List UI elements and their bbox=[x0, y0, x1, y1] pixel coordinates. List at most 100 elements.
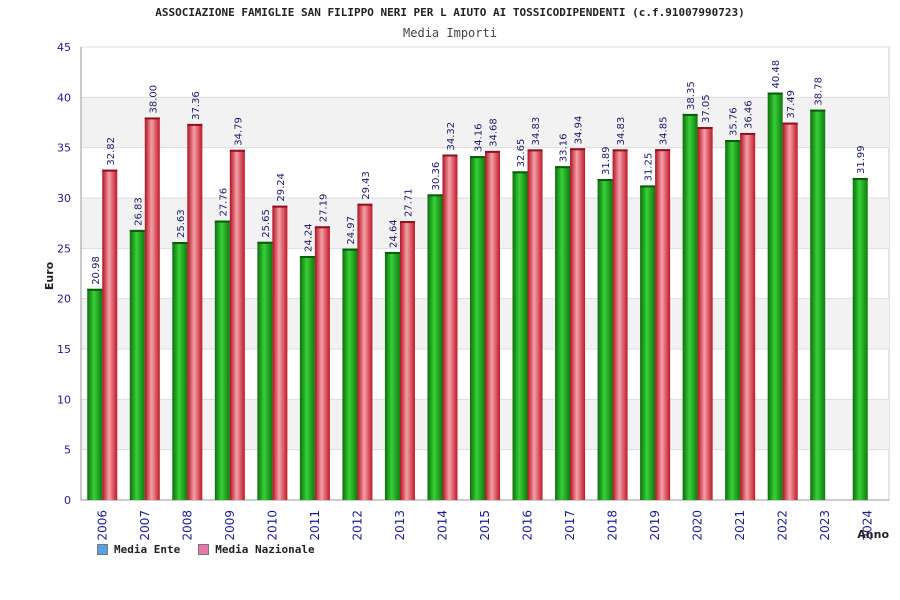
data-label: 24.24 bbox=[303, 223, 314, 252]
data-label: 34.68 bbox=[489, 118, 500, 147]
bar-cap bbox=[485, 150, 500, 153]
bar-cap bbox=[570, 148, 586, 151]
bar-media-ente bbox=[214, 220, 230, 501]
bar-cap bbox=[470, 156, 485, 159]
data-label: 38.35 bbox=[686, 81, 697, 110]
data-label: 27.76 bbox=[218, 188, 229, 217]
data-label: 27.19 bbox=[318, 194, 329, 223]
data-label: 34.83 bbox=[616, 117, 627, 146]
bar-media-nazionale bbox=[314, 226, 330, 500]
bar-media-nazionale bbox=[612, 149, 628, 501]
bar-media-ente bbox=[725, 140, 741, 501]
bar-cap bbox=[129, 229, 145, 232]
bar-media-nazionale bbox=[570, 148, 586, 500]
x-tick-label: 2011 bbox=[308, 510, 322, 541]
bar-media-nazionale bbox=[655, 149, 671, 500]
bar-cap bbox=[427, 194, 443, 197]
bar-cap bbox=[612, 149, 628, 152]
bar-cap bbox=[740, 132, 756, 135]
bar-cap bbox=[357, 203, 373, 206]
y-tick-label: 45 bbox=[57, 41, 71, 54]
data-label: 38.78 bbox=[814, 77, 825, 106]
bar-media-nazionale bbox=[229, 149, 245, 500]
data-label: 24.97 bbox=[346, 216, 357, 245]
legend-swatch-media-ente bbox=[97, 544, 108, 555]
bar-media-ente bbox=[470, 156, 485, 500]
data-label: 25.65 bbox=[261, 209, 272, 238]
bar-cap bbox=[597, 178, 613, 181]
bar-media-nazionale bbox=[357, 203, 373, 500]
data-label: 31.89 bbox=[601, 146, 612, 175]
data-label: 38.00 bbox=[148, 85, 159, 114]
x-tick-label: 2016 bbox=[521, 510, 535, 541]
data-label: 40.48 bbox=[771, 60, 782, 89]
data-label: 32.82 bbox=[106, 137, 117, 166]
bar-media-ente bbox=[129, 229, 145, 501]
x-tick-label: 2024 bbox=[861, 510, 875, 541]
bar-cap bbox=[527, 149, 543, 152]
bar-media-ente bbox=[257, 241, 273, 501]
bar-cap bbox=[725, 140, 741, 143]
bar-cap bbox=[314, 226, 330, 229]
data-label: 27.71 bbox=[403, 188, 414, 217]
x-tick-label: 2017 bbox=[563, 510, 577, 541]
bar-cap bbox=[87, 288, 103, 291]
data-label: 37.49 bbox=[786, 90, 797, 119]
bar-media-ente bbox=[555, 166, 571, 500]
bar-cap bbox=[442, 154, 458, 157]
bar-media-ente bbox=[427, 194, 443, 500]
bar-cap bbox=[682, 113, 698, 116]
bar-media-ente bbox=[87, 288, 103, 500]
data-label: 29.43 bbox=[361, 171, 372, 200]
bar-media-ente bbox=[640, 185, 656, 500]
bar-media-nazionale bbox=[697, 127, 713, 500]
data-label: 34.94 bbox=[574, 116, 585, 145]
data-label: 31.99 bbox=[856, 145, 867, 174]
bar-media-ente bbox=[810, 109, 826, 500]
y-tick-label: 5 bbox=[64, 444, 71, 457]
y-tick-label: 25 bbox=[57, 242, 71, 255]
data-label: 30.36 bbox=[431, 162, 442, 191]
data-label: 33.16 bbox=[559, 134, 570, 163]
bar-cap bbox=[299, 255, 315, 258]
y-tick-label: 35 bbox=[57, 142, 71, 155]
x-tick-label: 2019 bbox=[648, 510, 662, 541]
x-tick-label: 2008 bbox=[180, 510, 194, 541]
x-tick-label: 2018 bbox=[606, 510, 620, 541]
x-tick-label: 2015 bbox=[478, 510, 492, 541]
bar-cap bbox=[272, 205, 288, 208]
x-tick-label: 2013 bbox=[393, 510, 407, 541]
bar-cap bbox=[512, 171, 528, 174]
bar-cap bbox=[229, 149, 245, 152]
legend-swatch-media-nazionale bbox=[198, 544, 210, 555]
bar-media-nazionale bbox=[527, 149, 543, 501]
x-tick-label: 2007 bbox=[138, 510, 152, 541]
bar-cap bbox=[384, 251, 400, 254]
bar-cap bbox=[767, 92, 783, 95]
data-label: 36.46 bbox=[744, 100, 755, 129]
y-axis-label: Euro bbox=[43, 261, 56, 290]
data-label: 34.16 bbox=[474, 123, 485, 152]
y-tick-label: 0 bbox=[64, 494, 71, 507]
bar-media-nazionale bbox=[442, 154, 458, 500]
bar-media-ente bbox=[384, 251, 400, 500]
bar-media-nazionale bbox=[102, 169, 118, 500]
x-tick-label: 2014 bbox=[435, 510, 449, 541]
bar-cap bbox=[257, 241, 273, 244]
data-label: 34.85 bbox=[659, 117, 670, 146]
data-label: 34.32 bbox=[446, 122, 457, 151]
bar-cap bbox=[187, 123, 203, 126]
data-label: 26.83 bbox=[133, 197, 144, 226]
bar-media-ente bbox=[299, 255, 315, 500]
bar-media-ente bbox=[597, 178, 613, 500]
bar-cap bbox=[852, 177, 868, 180]
x-tick-label: 2009 bbox=[223, 510, 237, 541]
data-label: 31.25 bbox=[644, 153, 655, 182]
legend-label-media-ente: Media Ente bbox=[114, 543, 181, 556]
data-label: 25.63 bbox=[176, 209, 187, 238]
y-tick-label: 30 bbox=[57, 192, 71, 205]
x-tick-label: 2023 bbox=[818, 510, 832, 541]
bar-media-nazionale bbox=[485, 150, 500, 500]
